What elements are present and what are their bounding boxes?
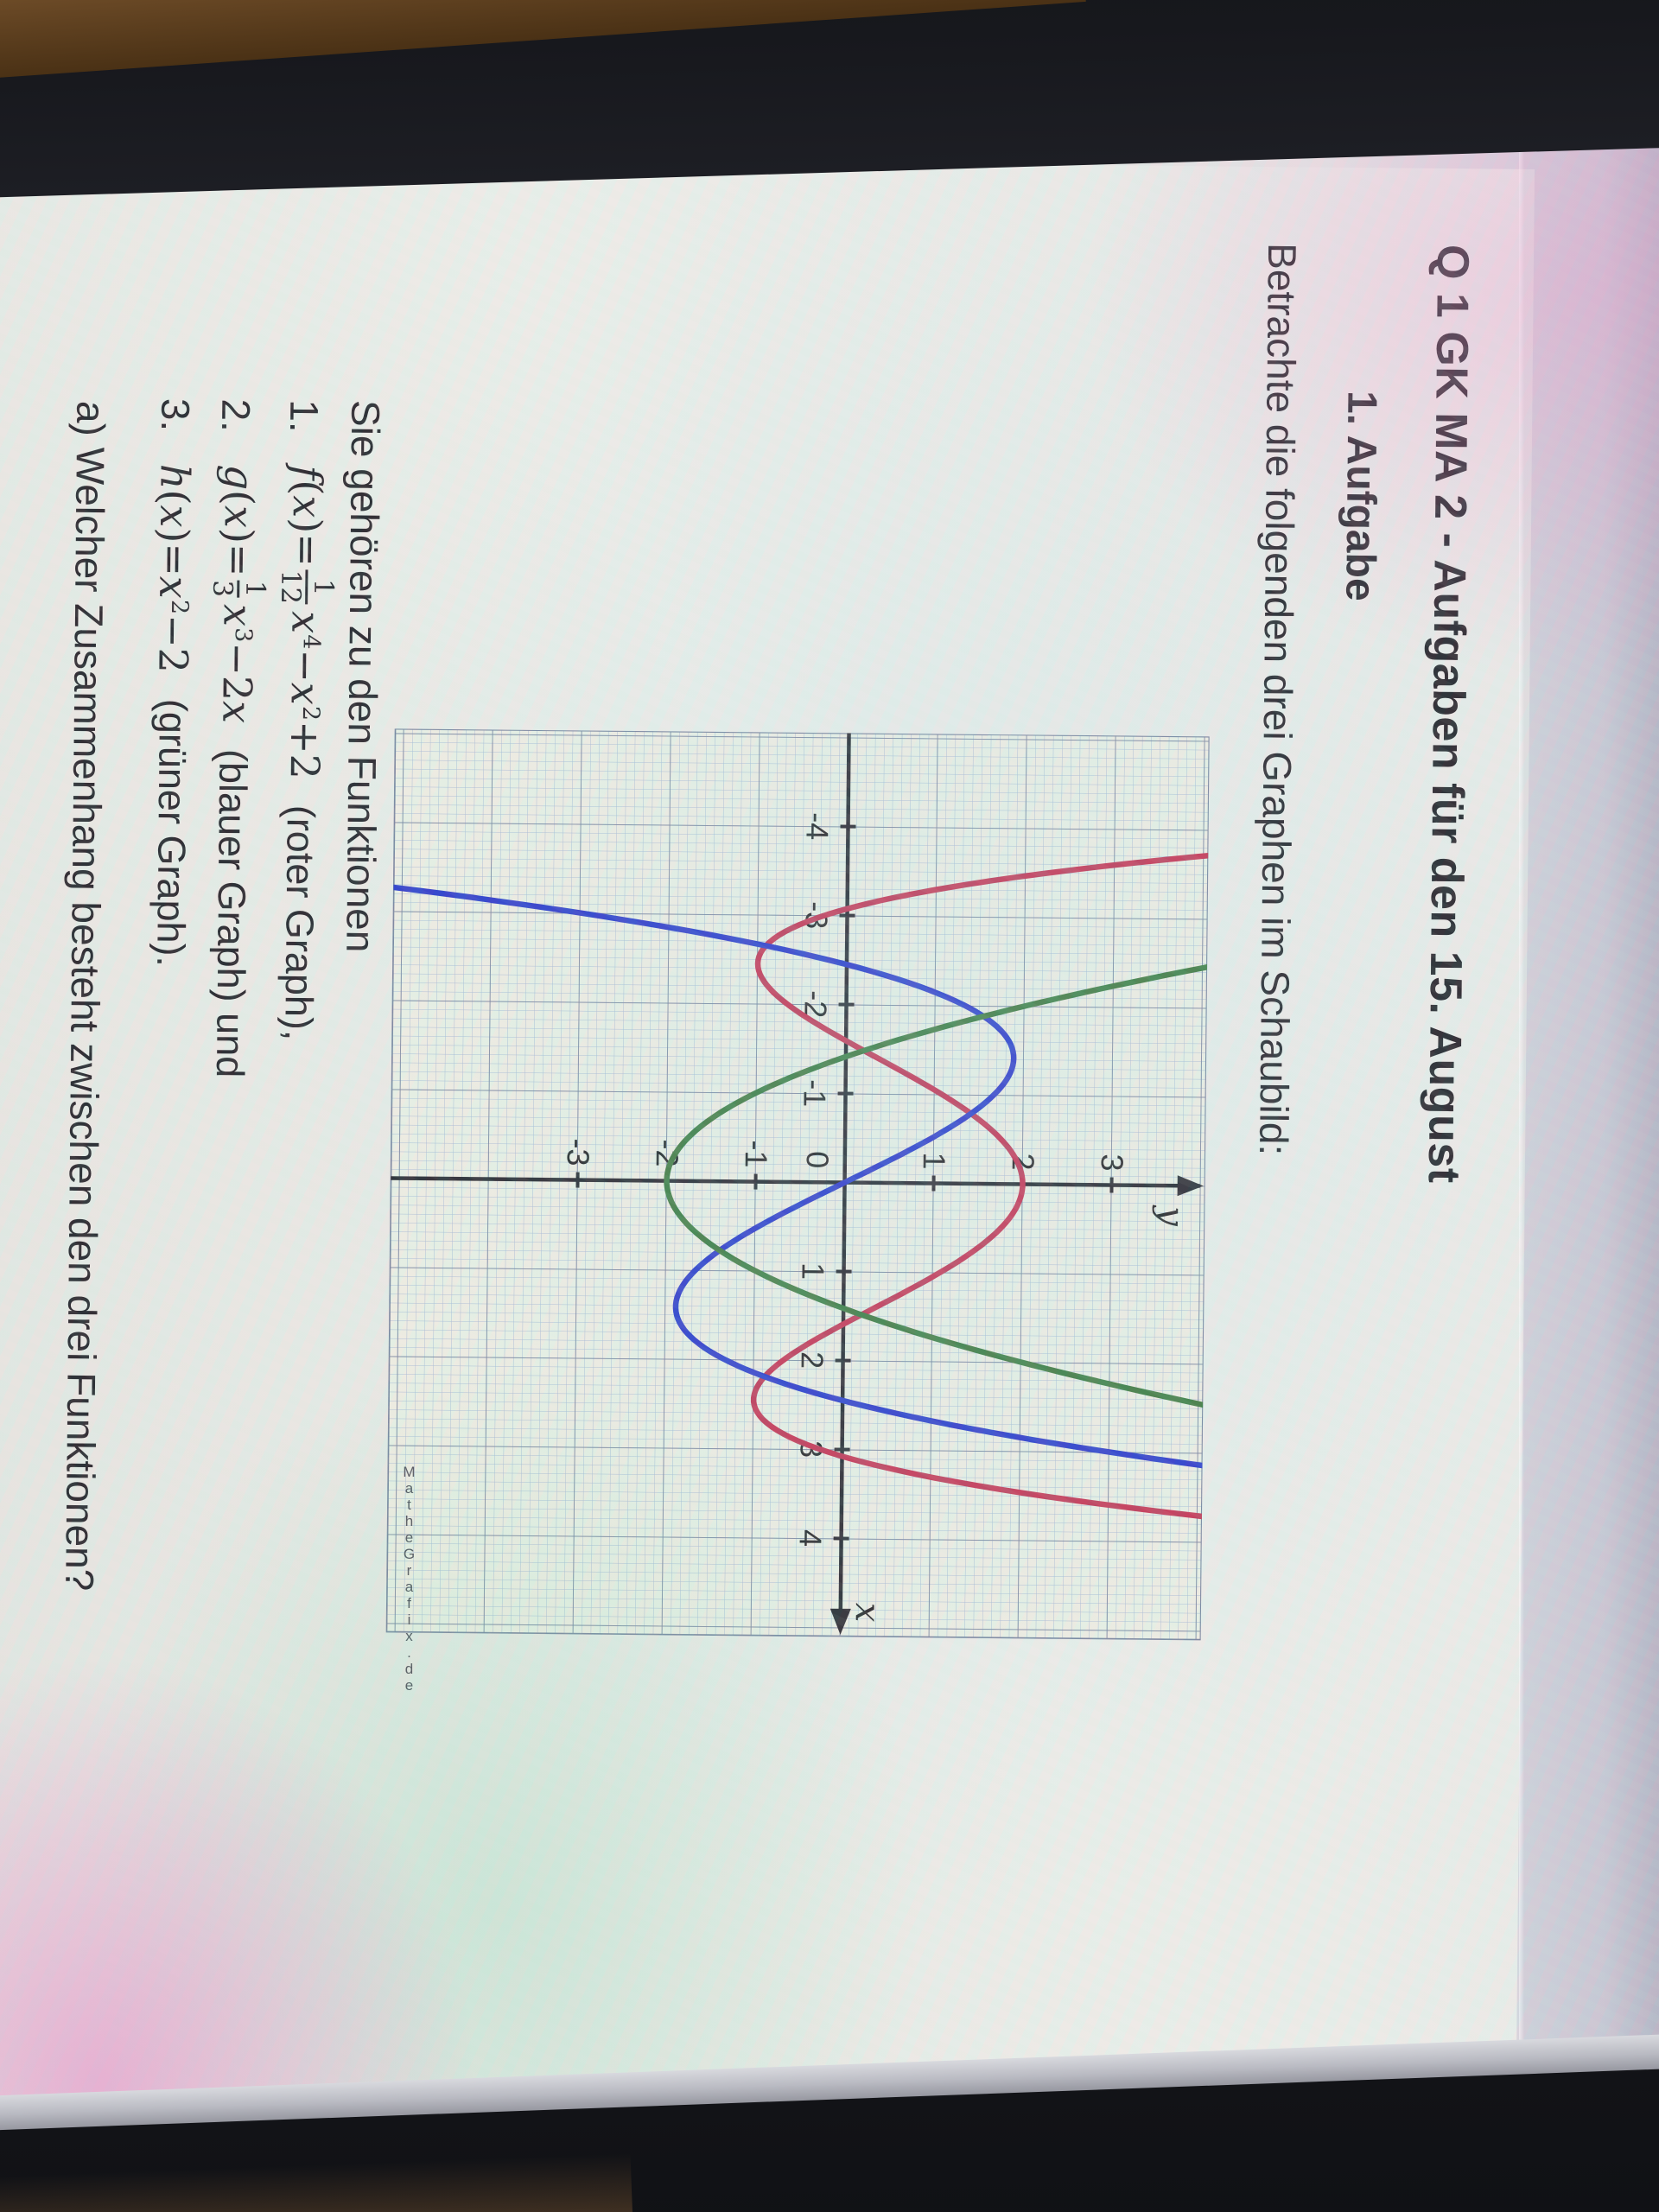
mathegrafix-watermark: MatheGrafix.de	[401, 1464, 417, 1694]
svg-text:2: 2	[794, 1351, 830, 1369]
svg-text:1: 1	[917, 1152, 952, 1169]
formula-g: g(x)= 1 3 x3−2x	[207, 464, 271, 724]
function-graph: x y -4 -3 -2 -1 1 2 3 4 -3 -2 -1 1 2 3 0	[385, 728, 1211, 1641]
formula-h: h(x)=x2−2	[149, 463, 199, 674]
intro-text: Betrachte die folgenden drei Graphen im …	[1251, 242, 1306, 1156]
svg-text:3: 3	[1095, 1154, 1130, 1171]
list-item-function-g: 2. g(x)= 1 3 x3−2x (blauer Graph) und	[190, 398, 271, 2075]
question-a: a) Welcher Zusammenhang besteht zwischen…	[57, 400, 114, 1592]
section-heading: 1. Aufgabe	[1337, 390, 1385, 601]
worksheet-content: Q 1 GK MA 2 - Aufgaben für den 15. Augus…	[51, 156, 1535, 2122]
formula-g-note: (blauer Graph) und	[208, 748, 256, 1078]
list-item-function-f: 1. f(x)= 1 12 x4−x2+2 (roter Graph),	[258, 399, 340, 2076]
screen-right-edge-shade	[1519, 130, 1659, 2117]
svg-text:x: x	[848, 1603, 887, 1623]
document-title: Q 1 GK MA 2 - Aufgaben für den 15. Augus…	[1418, 244, 1478, 1184]
formula-f-note: (roter Graph),	[276, 804, 324, 1041]
item-number: 2.	[213, 398, 259, 433]
list-item-function-h: 3. h(x)=x2−2 (grüner Graph).	[137, 398, 200, 2075]
svg-text:-1: -1	[739, 1140, 774, 1167]
formula-h-note: (grüner Graph).	[149, 698, 196, 968]
item-number: 1.	[282, 399, 327, 433]
svg-text:y: y	[1151, 1205, 1191, 1227]
worksheet-page: Q 1 GK MA 2 - Aufgaben für den 15. Augus…	[0, 154, 1535, 2122]
svg-text:4: 4	[793, 1529, 829, 1547]
function-list: 1. f(x)= 1 12 x4−x2+2 (roter Graph), 2. g(x…	[137, 398, 340, 2076]
item-number: 3.	[153, 397, 199, 432]
formula-f: f(x)= 1 12 x4−x2+2	[275, 465, 340, 780]
svg-text:-1: -1	[797, 1079, 832, 1107]
svg-text:0: 0	[800, 1151, 836, 1168]
svg-text:-4: -4	[799, 812, 835, 840]
svg-text:1: 1	[795, 1262, 830, 1280]
functions-lead-text: Sie gehören zu den Funktionen	[338, 399, 389, 953]
svg-text:-3: -3	[561, 1138, 596, 1166]
